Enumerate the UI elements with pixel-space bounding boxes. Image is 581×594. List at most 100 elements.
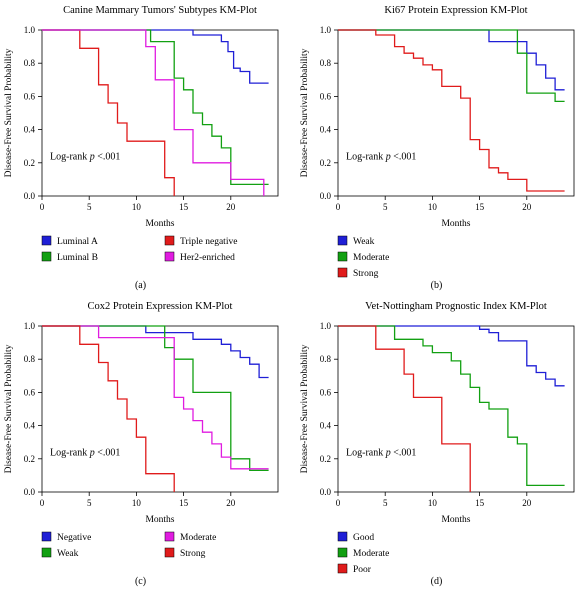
- panel-caption: (d): [431, 576, 443, 587]
- x-tick-label: 15: [475, 498, 485, 508]
- y-tick-label: 0.2: [24, 454, 35, 464]
- chart-title: Canine Mammary Tumors' Subtypes KM-Plot: [63, 5, 257, 16]
- chart-panel-3: Vet-Nottingham Prognostic Index KM-Plot 0…: [300, 301, 575, 587]
- plot-frame: [337, 29, 575, 197]
- series-line-strong: [42, 325, 175, 492]
- legend-swatch-strong: [337, 267, 348, 278]
- y-tick-label: 0.4: [24, 125, 36, 135]
- x-tick-label: 20: [226, 498, 236, 508]
- y-tick-label: 0.2: [24, 158, 35, 168]
- x-tick-label: 5: [87, 498, 92, 508]
- x-axis-label: Months: [441, 515, 470, 525]
- y-tick-label: 0.0: [320, 191, 332, 201]
- x-tick-label: 15: [179, 498, 189, 508]
- legend-label-her2-enriched: Her2-enriched: [180, 253, 235, 263]
- x-tick-label: 20: [522, 498, 532, 508]
- chart-title: Cox2 Protein Expression KM-Plot: [88, 301, 233, 312]
- y-axis-label: Disease-Free Survival Probability: [4, 48, 14, 177]
- legend-label-good: Good: [353, 533, 374, 543]
- panel-caption: (c): [135, 576, 146, 587]
- legend-swatch-luminal-a: [41, 235, 52, 246]
- x-tick-label: 0: [40, 202, 45, 212]
- legend-label-luminal-a: Luminal A: [57, 237, 98, 247]
- legend-swatch-good: [337, 531, 348, 542]
- y-tick-label: 0.8: [24, 354, 36, 364]
- y-tick-label: 0.0: [320, 487, 332, 497]
- y-tick-label: 0.4: [320, 125, 332, 135]
- y-tick-label: 0.0: [24, 191, 36, 201]
- y-tick-label: 0.8: [24, 58, 36, 68]
- legend-swatch-weak: [337, 235, 348, 246]
- y-tick-label: 1.0: [320, 321, 332, 331]
- x-tick-label: 10: [428, 498, 438, 508]
- x-tick-label: 20: [226, 202, 236, 212]
- x-tick-label: 10: [132, 498, 142, 508]
- chart-panel-2: Cox2 Protein Expression KM-Plot 0.0 0.2 0.4…: [4, 301, 279, 587]
- series-line-luminal-a: [42, 29, 269, 84]
- legend-swatch-luminal-b: [41, 251, 52, 262]
- y-tick-label: 1.0: [24, 321, 36, 331]
- x-tick-label: 15: [179, 202, 189, 212]
- log-rank-annotation: Log-rank p <.001: [50, 447, 120, 458]
- x-tick-label: 15: [475, 202, 485, 212]
- legend-label-poor: Poor: [353, 565, 372, 575]
- legend-swatch-moderate: [164, 531, 175, 542]
- x-tick-label: 5: [383, 202, 388, 212]
- y-tick-label: 0.8: [320, 58, 332, 68]
- x-tick-label: 10: [132, 202, 142, 212]
- y-tick-label: 0.8: [320, 354, 332, 364]
- x-tick-label: 0: [336, 498, 341, 508]
- x-tick-label: 10: [428, 202, 438, 212]
- legend-label-negative: Negative: [57, 533, 91, 543]
- series-line-moderate: [42, 325, 269, 470]
- x-axis-label: Months: [145, 219, 174, 229]
- legend-swatch-her2-enriched: [164, 251, 175, 262]
- series-line-poor: [338, 325, 471, 492]
- series-line-triple-negative: [42, 29, 175, 196]
- log-rank-annotation: Log-rank p <.001: [346, 151, 416, 162]
- x-tick-label: 0: [336, 202, 341, 212]
- legend-swatch-negative: [41, 531, 52, 542]
- x-tick-label: 5: [383, 498, 388, 508]
- y-axis-label: Disease-Free Survival Probability: [4, 344, 14, 473]
- legend-swatch-weak: [41, 547, 52, 558]
- chart-panel-1: Ki67 Protein Expression KM-Plot 0.0 0.2 0.4…: [300, 5, 575, 291]
- y-tick-label: 0.6: [320, 91, 332, 101]
- legend-label-moderate: Moderate: [353, 253, 389, 263]
- legend-label-moderate: Moderate: [353, 549, 389, 559]
- legend-label-strong: Strong: [180, 549, 206, 559]
- plot-frame: [337, 325, 575, 493]
- legend-swatch-triple-negative: [164, 235, 175, 246]
- series-line-weak: [338, 29, 565, 91]
- legend-label-triple-negative: Triple negative: [180, 237, 237, 247]
- y-tick-label: 0.6: [320, 387, 332, 397]
- y-tick-label: 0.4: [320, 421, 332, 431]
- x-tick-label: 0: [40, 498, 45, 508]
- series-line-moderate: [338, 29, 565, 103]
- x-tick-label: 5: [87, 202, 92, 212]
- legend-label-weak: Weak: [57, 549, 79, 559]
- x-axis-label: Months: [145, 515, 174, 525]
- x-axis-label: Months: [441, 219, 470, 229]
- y-tick-label: 1.0: [24, 25, 36, 35]
- y-tick-label: 1.0: [320, 25, 332, 35]
- chart-panel-0: Canine Mammary Tumors' Subtypes KM-Plot 0…: [4, 5, 279, 291]
- legend-swatch-poor: [337, 563, 348, 574]
- series-line-moderate: [338, 325, 565, 487]
- y-tick-label: 0.0: [24, 487, 36, 497]
- y-tick-label: 0.2: [320, 454, 331, 464]
- legend-swatch-moderate: [337, 251, 348, 262]
- series-line-good: [338, 325, 565, 387]
- panel-caption: (a): [135, 280, 146, 291]
- series-line-weak: [42, 325, 269, 472]
- plot-frame: [41, 29, 279, 197]
- series-line-her2-enriched: [42, 29, 265, 196]
- series-line-luminal-b: [42, 29, 269, 186]
- chart-title: Ki67 Protein Expression KM-Plot: [384, 5, 527, 16]
- y-tick-label: 0.6: [24, 91, 36, 101]
- legend-swatch-strong: [164, 547, 175, 558]
- log-rank-annotation: Log-rank p <.001: [346, 447, 416, 458]
- legend-label-moderate: Moderate: [180, 533, 216, 543]
- chart-title: Vet-Nottingham Prognostic Index KM-Plot: [365, 301, 547, 312]
